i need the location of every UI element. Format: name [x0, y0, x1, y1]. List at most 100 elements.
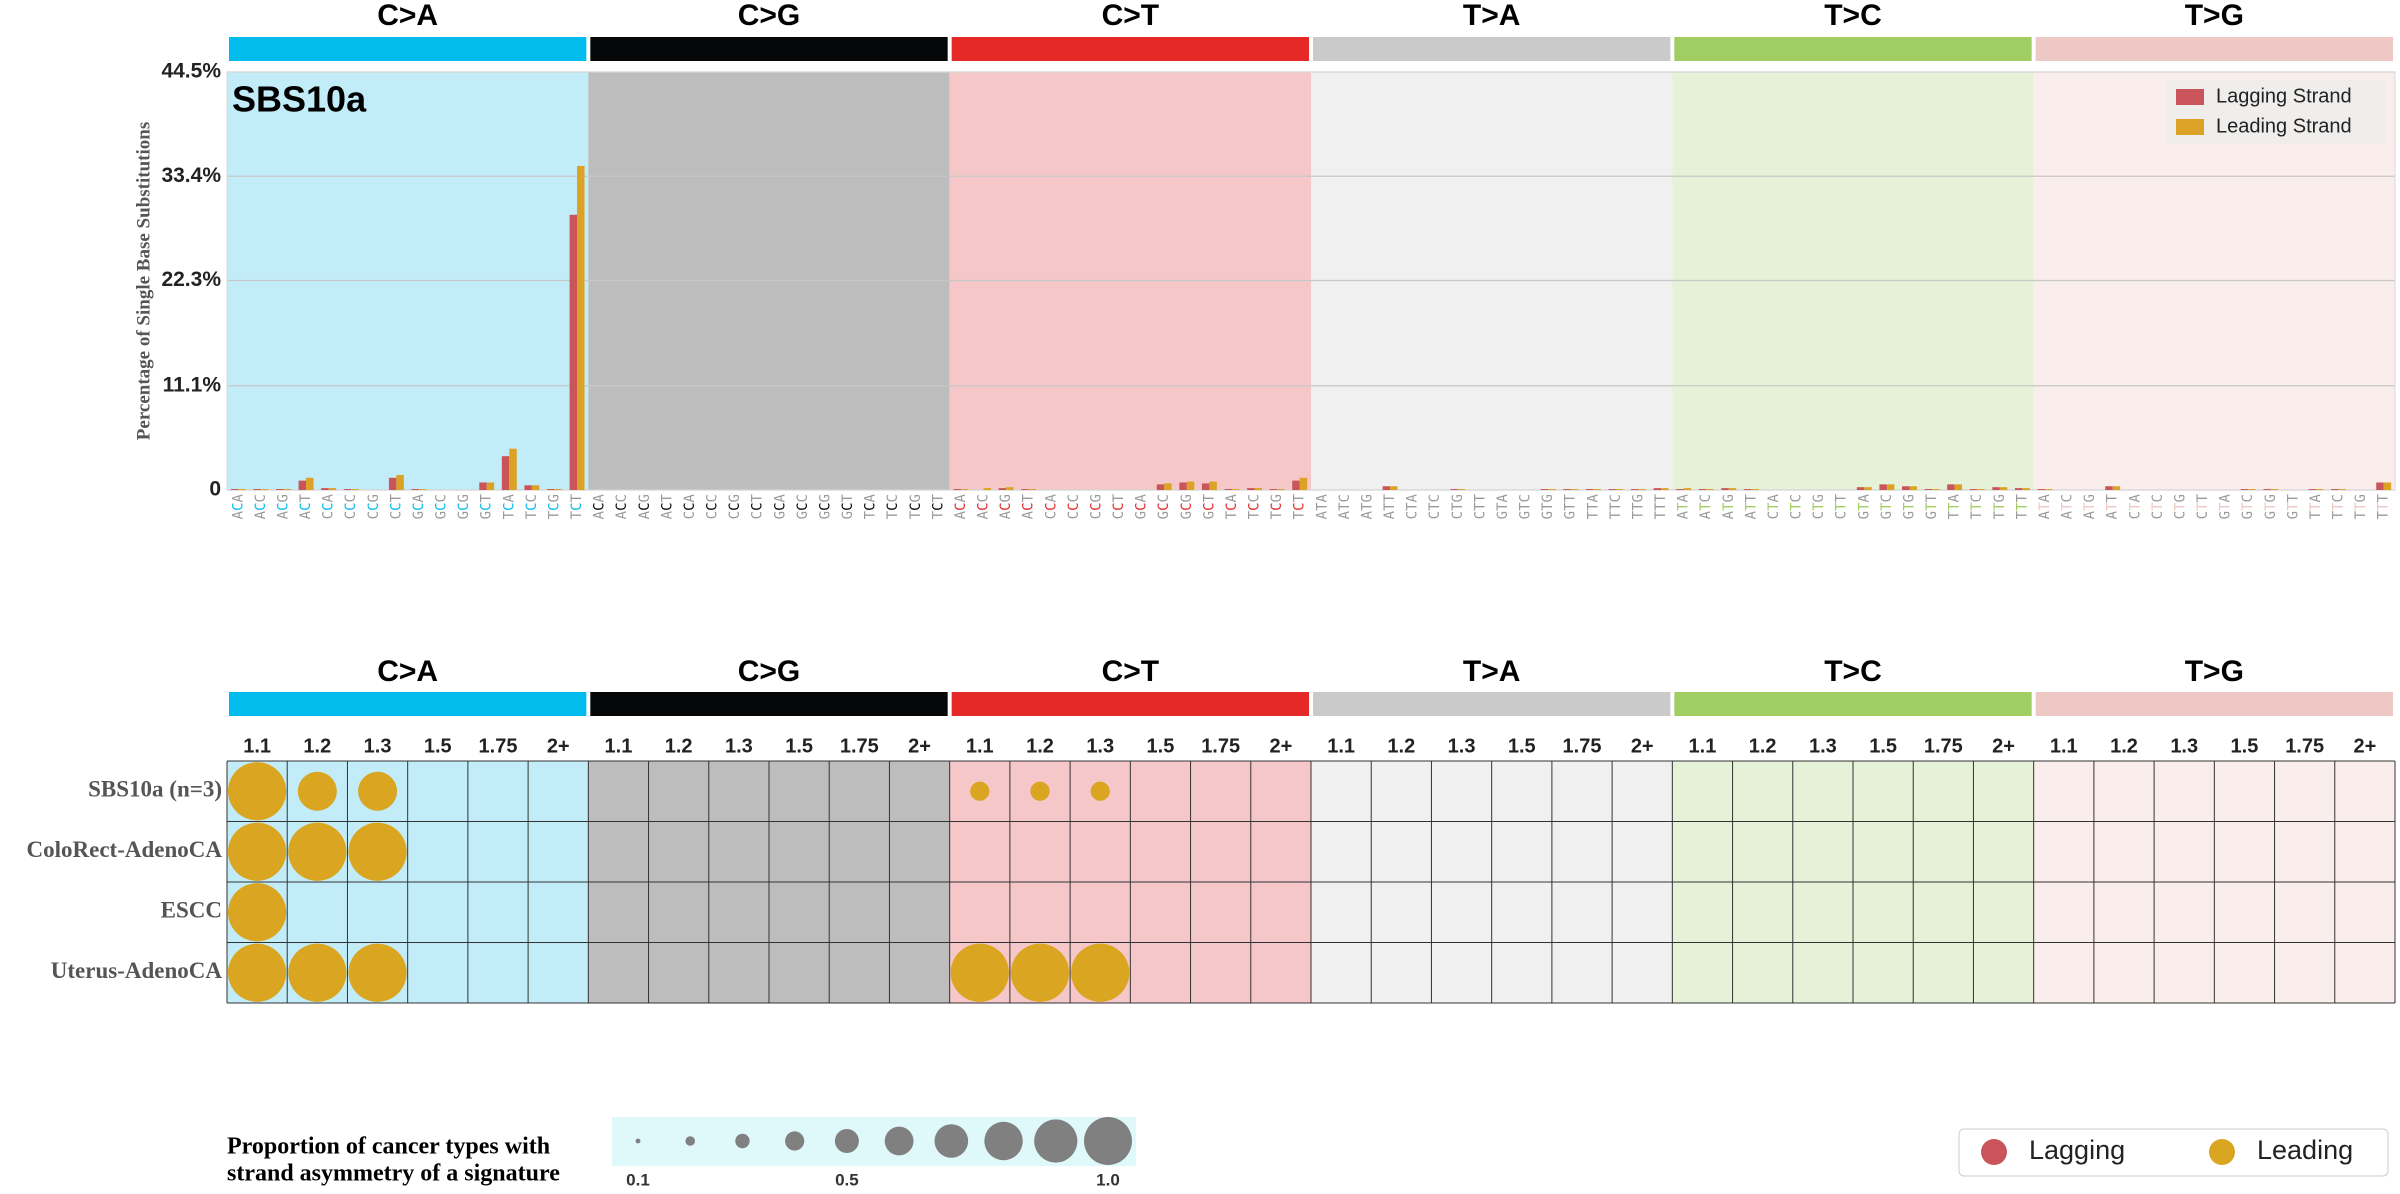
x-tick-label: GTG	[1901, 494, 1917, 519]
bar	[1570, 489, 1579, 490]
x-tick-label: ACT	[1021, 493, 1037, 519]
bar	[1969, 489, 1978, 490]
x-tick-label: TTG	[2353, 494, 2369, 519]
x-tick-label: CCT	[388, 493, 404, 519]
bar	[1231, 489, 1240, 490]
x-tick-label: CCG	[1088, 494, 1104, 519]
chart-title: SBS10a	[232, 79, 367, 120]
y-tick-label: 0	[209, 478, 221, 501]
bar	[1201, 483, 1210, 490]
x-tick-label: ACG	[998, 494, 1014, 519]
x-tick-label: TTC	[1608, 494, 1624, 519]
bin-label: 1.5	[424, 735, 452, 757]
bar	[1292, 480, 1300, 490]
x-tick-label: ACC	[253, 494, 269, 519]
bar	[1615, 489, 1624, 490]
bar	[253, 489, 261, 490]
bar	[1390, 486, 1398, 490]
x-tick-label: TCA	[863, 493, 879, 519]
group-label: C>A	[377, 655, 438, 688]
x-tick-label: CTG	[2172, 494, 2188, 519]
x-tick-label: GTC	[1879, 494, 1895, 519]
bar	[1209, 481, 1217, 490]
x-tick-label: ATC	[1698, 494, 1714, 519]
y-axis-label: Percentage of Single Base Substitutions	[133, 122, 154, 440]
size-legend-bubble	[785, 1131, 805, 1151]
x-tick-label: ATT	[1743, 493, 1759, 519]
bin-label: 1.3	[2170, 735, 2198, 757]
group-label: T>G	[2185, 0, 2244, 32]
legend-swatch	[2176, 119, 2204, 135]
x-tick-label: CTA	[1766, 493, 1782, 519]
group-strip	[2035, 37, 2393, 61]
bar	[1999, 487, 2008, 490]
bubble	[348, 822, 407, 881]
bar	[2022, 488, 2030, 490]
x-tick-label: GTC	[1518, 494, 1534, 519]
bubble	[348, 943, 407, 1002]
group-strip	[1313, 692, 1671, 716]
bar	[2112, 486, 2121, 490]
bin-label: 1.1	[2050, 735, 2078, 757]
row-label: ColoRect-AdenoCA	[27, 837, 223, 862]
bar	[1224, 489, 1232, 490]
x-tick-label: CCT	[1111, 493, 1127, 519]
bar	[1909, 486, 1917, 490]
bar	[1653, 488, 1662, 490]
x-tick-label: TTT	[2376, 493, 2392, 519]
bar	[283, 489, 291, 490]
bar	[983, 488, 991, 490]
x-tick-label: GCC	[434, 494, 450, 519]
x-tick-label: GTT	[2285, 493, 2301, 519]
bar	[1382, 486, 1391, 490]
group-label: C>G	[738, 655, 801, 688]
bin-label: 1.3	[364, 735, 392, 757]
x-tick-label: TTA	[2308, 493, 2324, 519]
bin-label: 1.1	[1327, 735, 1355, 757]
x-tick-label: ATA	[2037, 493, 2053, 519]
bar	[2383, 482, 2392, 490]
legend-marker	[1981, 1139, 2007, 1165]
bar	[2263, 489, 2271, 490]
bar	[388, 477, 397, 490]
bubble	[1030, 781, 1050, 801]
x-tick-label: CTT	[1472, 493, 1488, 519]
x-tick-label: ACC	[614, 494, 630, 519]
bubble	[1090, 781, 1110, 801]
x-tick-label: TTG	[1630, 494, 1646, 519]
size-legend-tick: 0.1	[626, 1170, 650, 1189]
legend-marker	[2209, 1139, 2235, 1165]
x-tick-label: GTC	[2240, 494, 2256, 519]
row-label: Uterus-AdenoCA	[51, 958, 223, 983]
bar	[2044, 489, 2053, 490]
x-tick-label: GCA	[772, 493, 788, 519]
x-tick-label: CTC	[1789, 494, 1805, 519]
y-tick-label: 22.3%	[161, 268, 221, 291]
bar	[1247, 488, 1255, 490]
size-legend-bubble	[934, 1124, 969, 1158]
bar	[1164, 483, 1172, 490]
group-strip	[951, 37, 1309, 61]
bar	[531, 485, 540, 490]
bin-label: 1.3	[1448, 735, 1476, 757]
x-tick-label: GTG	[1540, 494, 1556, 519]
x-tick-label: TCA	[1224, 493, 1240, 519]
x-tick-label: GCG	[817, 494, 833, 519]
bar	[1954, 484, 1963, 490]
bar	[1924, 489, 1933, 490]
bin-label: 2+	[1269, 735, 1292, 757]
x-tick-label: TCT	[1292, 493, 1308, 519]
x-tick-label: CCA	[321, 493, 337, 519]
group-strip	[1313, 37, 1671, 61]
bin-label: 1.5	[1147, 735, 1175, 757]
bin-label: 1.75	[1563, 735, 1602, 757]
x-tick-label: ACG	[637, 494, 653, 519]
bin-label: 1.2	[1387, 735, 1415, 757]
bar	[298, 480, 307, 490]
bar	[1593, 489, 1601, 490]
bar	[260, 489, 269, 490]
bar	[547, 489, 555, 490]
x-tick-label: CCC	[1066, 494, 1082, 519]
bar	[1299, 477, 1308, 490]
x-tick-label: TCC	[885, 494, 901, 519]
